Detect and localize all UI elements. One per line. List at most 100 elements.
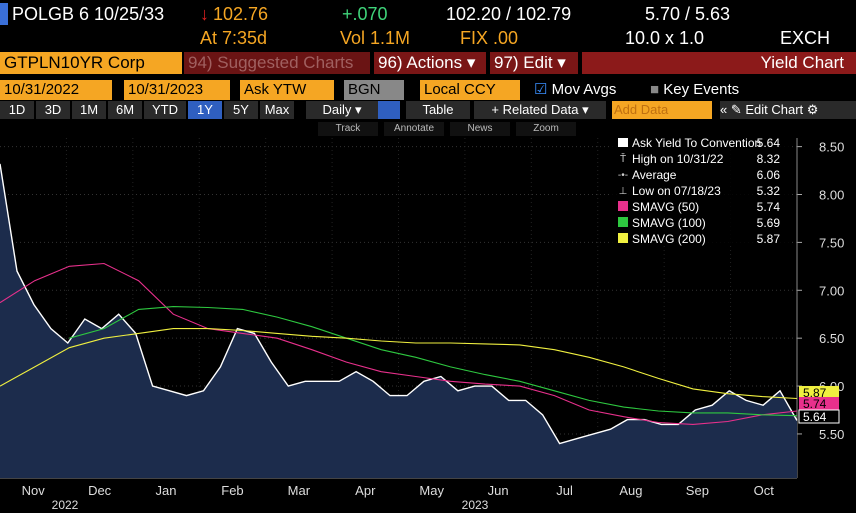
edit[interactable]: 97) Edit ▾ (490, 52, 578, 74)
period-button[interactable]: 1D (0, 101, 34, 119)
tool[interactable]: Annotate (384, 122, 444, 136)
legend-label: SMAVG (100) (632, 216, 706, 230)
time: At 7:35d (200, 28, 268, 48)
period-button[interactable]: Max (260, 101, 294, 119)
period-button[interactable]: 1M (72, 101, 106, 119)
x-tick-label: Apr (355, 483, 376, 498)
legend-bg (610, 138, 790, 244)
x-tick-label: Feb (221, 483, 243, 498)
table[interactable]: Table (406, 101, 470, 119)
source[interactable]: BGN (344, 80, 404, 100)
period-button[interactable]: YTD (144, 101, 186, 119)
security[interactable]: GTPLN10YR Corp (0, 52, 182, 74)
add-data[interactable]: Add Data (612, 101, 712, 119)
x-tick-label: Jul (556, 483, 573, 498)
legend-value: 5.74 (757, 200, 781, 214)
chart-type[interactable] (378, 101, 400, 119)
legend-label: Ask Yield To Convention (632, 138, 761, 150)
x-tick-label: Aug (619, 483, 642, 498)
y-tick-label: 7.00 (819, 283, 844, 298)
period-button[interactable]: 1Y (188, 101, 222, 119)
fix: FIX .00 (460, 28, 519, 48)
tool[interactable]: Track (318, 122, 378, 136)
legend-label: Low on 07/18/23 (632, 184, 721, 198)
yields: 5.70 / 5.63 (645, 4, 731, 24)
tool[interactable]: News (450, 122, 510, 136)
suggested-charts[interactable]: 94) Suggested Charts (184, 52, 370, 74)
start-date[interactable]: 10/31/2022 (0, 80, 112, 100)
frequency[interactable]: Daily ▾ (306, 101, 378, 119)
legend-value: 5.32 (757, 184, 781, 198)
tool[interactable]: Zoom (516, 122, 576, 136)
y-tick-label: 8.00 (819, 188, 844, 203)
series-line (69, 306, 798, 417)
legend-swatch (618, 138, 628, 147)
flag (0, 3, 8, 25)
y-tick-label: 6.50 (819, 331, 844, 346)
legend-swatch (618, 233, 628, 243)
key-events-label: Key Events (663, 81, 740, 98)
y-tick-label: 8.50 (819, 140, 844, 155)
last-value-label: 5.74 (803, 397, 827, 411)
actions[interactable]: 96) Actions ▾ (374, 52, 486, 74)
last-value-label: 5.87 (803, 386, 827, 400)
period-button[interactable]: 3D (36, 101, 70, 119)
legend-swatch (618, 201, 628, 211)
legend-symbol: Ť (620, 152, 626, 165)
legend-swatch (618, 217, 628, 227)
x-tick-label: Jan (156, 483, 177, 498)
y-tick-label: 5.50 (819, 427, 844, 442)
period-button[interactable]: 5Y (224, 101, 258, 119)
year-label: 2022 (52, 498, 79, 512)
last-value-flag (799, 386, 839, 399)
legend-label: Average (632, 168, 677, 182)
end-date[interactable]: 10/31/2023 (124, 80, 230, 100)
legend-label: SMAVG (200) (632, 232, 706, 246)
related-data[interactable]: + Related Data ▾ (474, 101, 606, 119)
legend-value: 5.64 (757, 138, 781, 150)
chart: 5.506.006.507.007.508.008.50NovDecJanFeb… (0, 138, 844, 512)
arrow: ↓ (200, 4, 209, 24)
last-value-label: 5.64 (803, 410, 827, 424)
area (0, 163, 797, 478)
x-tick-label: Dec (88, 483, 112, 498)
change: +.070 (342, 4, 388, 24)
x-tick-label: Mar (288, 483, 311, 498)
last-value-flag (799, 397, 839, 410)
mov-avgs-label: Mov Avgs (551, 81, 617, 98)
last-value-flag (798, 409, 840, 424)
edit-chart-label: Edit Chart (745, 102, 804, 117)
period-button[interactable]: 6M (108, 101, 142, 119)
key-events[interactable]: ■ Key Events (650, 81, 740, 98)
legend-value: 6.06 (757, 168, 781, 182)
series-line (0, 328, 798, 400)
legend-value: 5.87 (757, 232, 781, 246)
series-line (0, 163, 798, 445)
x-tick-label: May (419, 483, 444, 498)
volume: Vol 1.1M (340, 28, 411, 48)
x-tick-label: Sep (686, 483, 709, 498)
x-tick-label: Jun (488, 483, 509, 498)
title: Yield Chart (582, 52, 856, 74)
exch: EXCH (780, 28, 831, 48)
legend-symbol: -•- (618, 170, 628, 181)
x-tick-label: Nov (22, 483, 46, 498)
legend-label: High on 10/31/22 (632, 152, 724, 166)
field[interactable]: Ask YTW (240, 80, 334, 100)
legend-value: 8.32 (757, 152, 781, 166)
series-line (0, 262, 798, 425)
legend-label: SMAVG (50) (632, 200, 699, 214)
currency[interactable]: Local CCY (420, 80, 520, 100)
bid-ask: 102.20 / 102.79 (446, 4, 572, 24)
year-label: 2023 (462, 498, 489, 512)
x-tick-label: Oct (754, 483, 775, 498)
price: 102.76 (213, 4, 269, 24)
legend-symbol: ⊥ (619, 186, 628, 197)
edit-chart[interactable]: « ✎ Edit Chart ⚙ (720, 101, 856, 119)
mov-avgs[interactable]: ☑ Mov Avgs (534, 81, 617, 98)
ticker: POLGB 6 10/25/33 (12, 4, 165, 24)
legend-value: 5.69 (757, 216, 781, 230)
size: 10.0 x 1.0 (625, 28, 705, 48)
